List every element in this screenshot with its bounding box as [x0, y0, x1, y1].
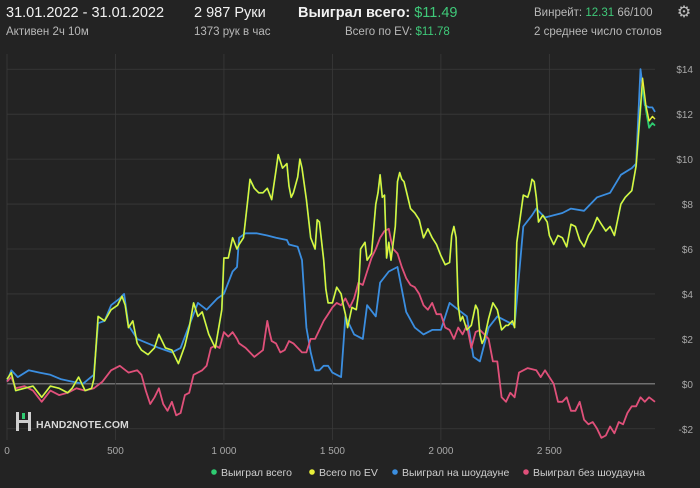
legend-dot-icon: [309, 469, 315, 475]
profit-chart: -$2 $0 $2 $4 $6 $8 $10 $12 $14 0 500 1 000 1 500 2 0…: [4, 54, 693, 479]
legend-won-total[interactable]: Выиграл всего: [211, 467, 292, 479]
hand2note-logo-icon: [16, 412, 31, 431]
gear-icon[interactable]: ⚙: [676, 4, 692, 21]
legend-label: Выиграл без шоудауна: [533, 467, 645, 479]
series-non-showdown: [6, 227, 656, 439]
y-tick-label: -$2: [679, 425, 694, 436]
x-tick-label: 2 000: [428, 446, 453, 457]
legend-ev[interactable]: Всего по EV: [309, 467, 378, 479]
series-showdown: [6, 68, 656, 385]
tables-info: 2 среднее число столов: [534, 26, 662, 38]
x-tick-label: 1 000: [211, 446, 236, 457]
legend-non-showdown[interactable]: Выиграл без шоудауна: [523, 467, 645, 479]
active-time: Активен 2ч 10м: [6, 26, 89, 38]
chart-series: [6, 68, 656, 439]
legend-dot-icon: [523, 469, 529, 475]
legend-showdown[interactable]: Выиграл на шоудауне: [392, 467, 509, 479]
y-tick-label: $8: [682, 200, 694, 211]
winrate: Винрейт: 12.31 66/100: [534, 7, 653, 19]
hand2note-watermark: HAND2NOTE.COM: [16, 412, 129, 431]
series-won-total: [6, 81, 656, 399]
winrate-value: 12.31: [585, 7, 615, 19]
won-total: Выиграл всего: $11.49: [298, 5, 458, 21]
legend-dot-icon: [392, 469, 398, 475]
x-tick-label: 500: [107, 446, 124, 457]
y-tick-label: $2: [682, 335, 694, 346]
series-ev: [6, 77, 656, 398]
winrate-label: Винрейт:: [534, 7, 583, 19]
y-tick-label: $0: [682, 380, 694, 391]
stats-header: 31.01.2022 - 31.01.2022 Активен 2ч 10м 2…: [0, 0, 700, 48]
legend-label: Выиграл на шоудауне: [402, 467, 509, 479]
chart-grid: [6, 54, 655, 440]
ev-total-value: $11.78: [415, 26, 450, 38]
legend-label: Всего по EV: [319, 467, 378, 479]
y-tick-label: $12: [676, 110, 693, 121]
hands-count: 2 987 Руки: [194, 5, 266, 21]
ev-total-label: Всего по EV:: [345, 26, 413, 38]
y-tick-label: $4: [682, 290, 694, 301]
x-tick-label: 2 500: [537, 446, 562, 457]
won-total-value: $11.49: [414, 5, 458, 21]
ev-total: Всего по EV: $11.78: [345, 26, 450, 38]
y-tick-label: $10: [676, 155, 693, 166]
date-range: 31.01.2022 - 31.01.2022: [6, 5, 165, 21]
y-tick-label: $6: [682, 245, 694, 256]
chart-legend: Выиграл всего Всего по EV Выиграл на шоуда…: [211, 467, 645, 479]
winrate-suffix: 66/100: [617, 7, 653, 19]
hands-per-hour: 1373 рук в час: [194, 26, 271, 38]
legend-dot-icon: [211, 469, 217, 475]
y-axis-ticks: -$2 $0 $2 $4 $6 $8 $10 $12 $14: [676, 65, 693, 436]
x-axis-ticks: 0 500 1 000 1 500 2 000 2 500: [4, 446, 562, 457]
legend-label: Выиграл всего: [221, 467, 292, 479]
x-tick-label: 1 500: [320, 446, 345, 457]
x-tick-label: 0: [4, 446, 10, 457]
won-total-label: Выиграл всего:: [298, 5, 411, 21]
watermark-text: HAND2NOTE.COM: [36, 419, 129, 431]
y-tick-label: $14: [676, 65, 693, 76]
